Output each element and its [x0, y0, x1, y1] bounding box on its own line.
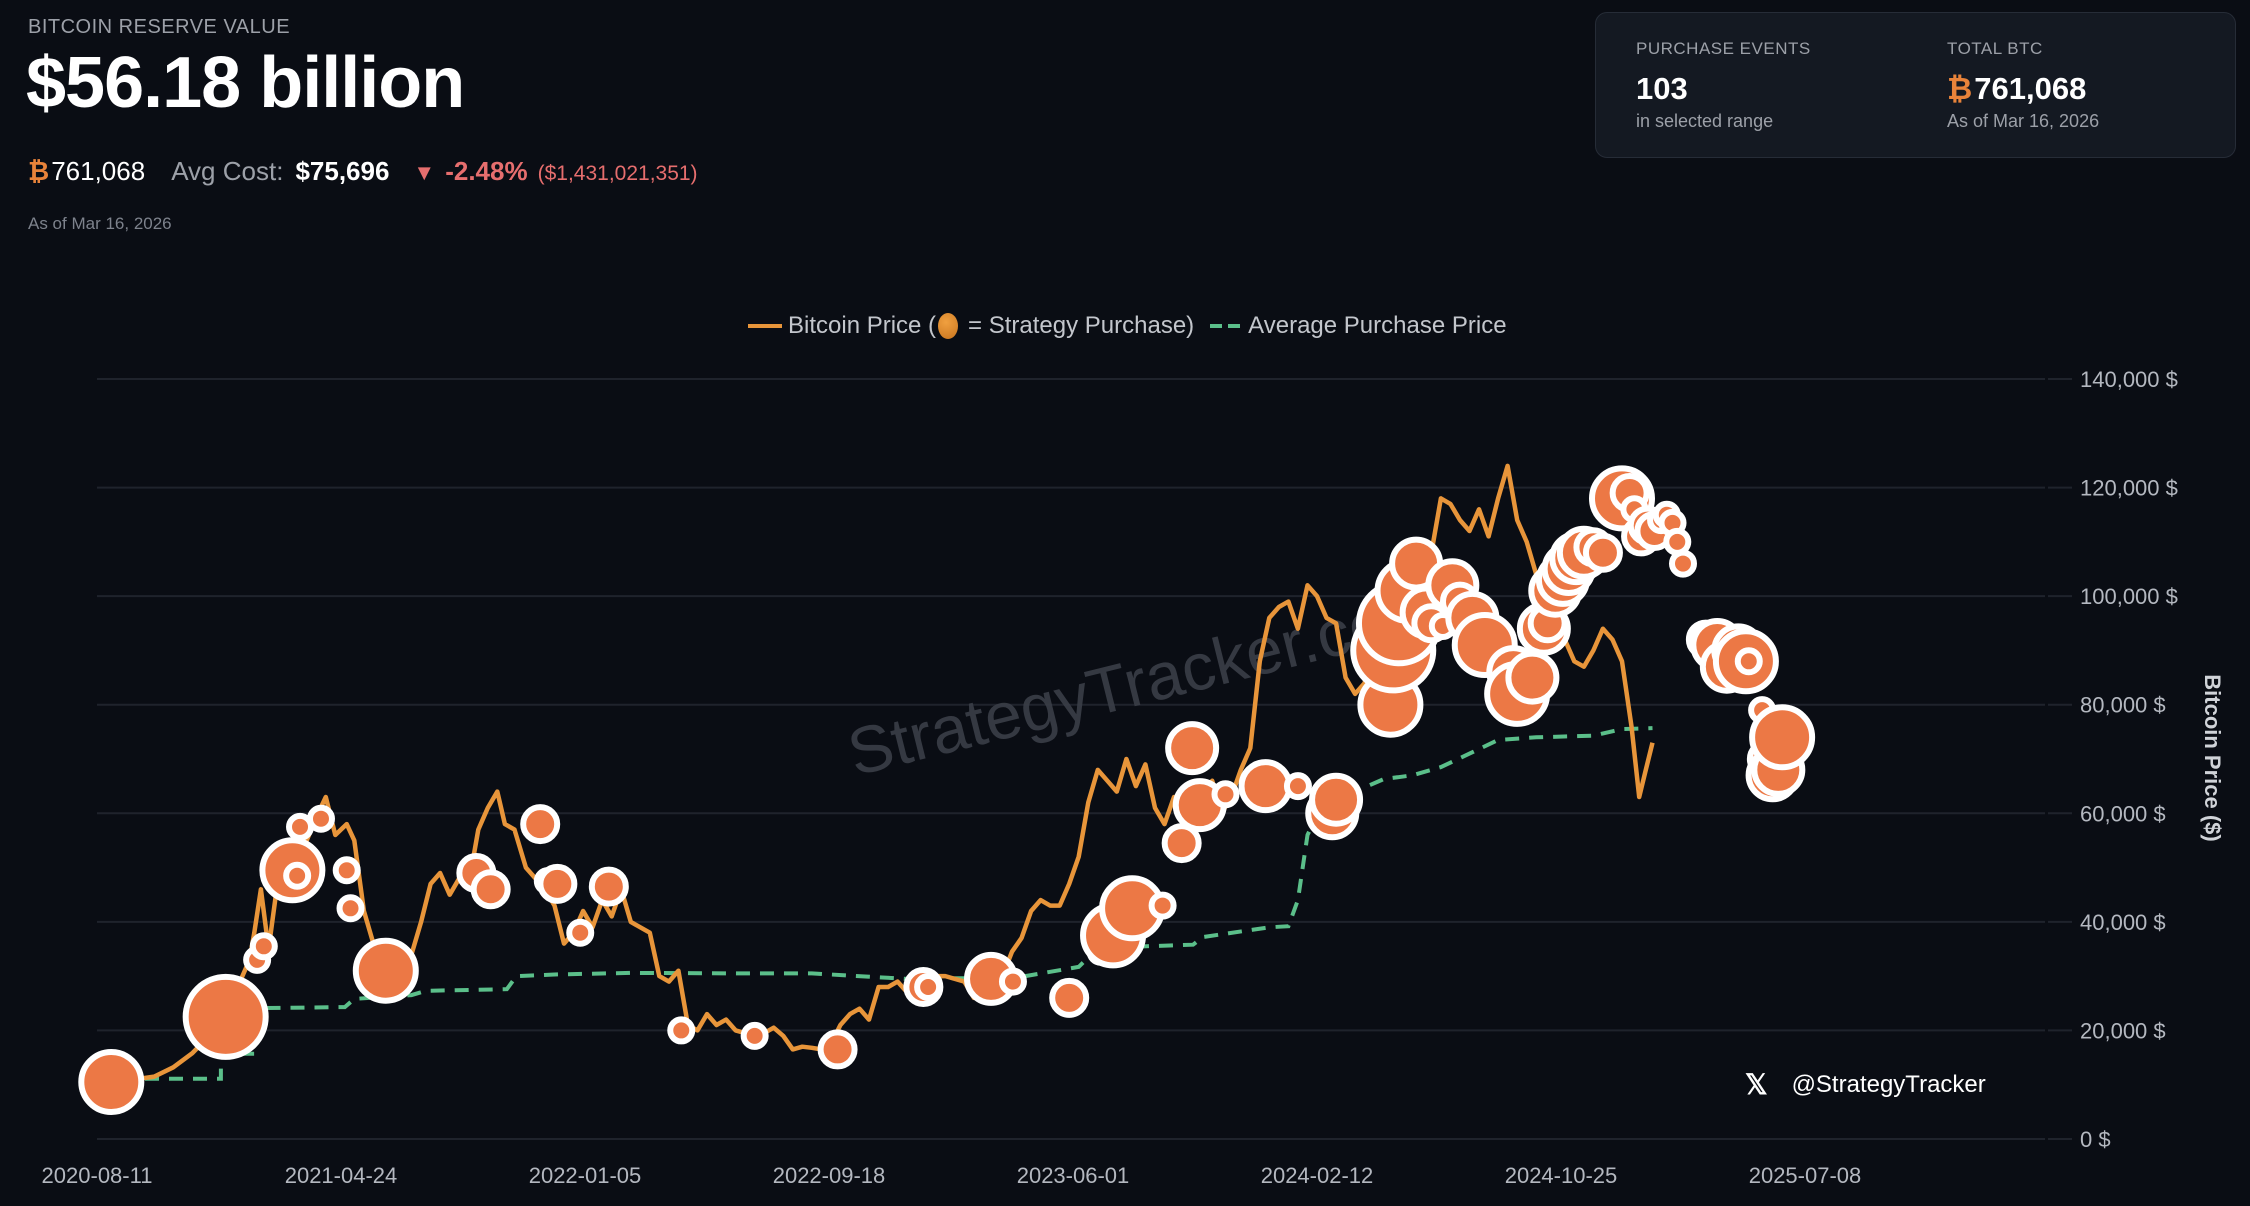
x-tick-label: 2024-10-25 — [1505, 1163, 1618, 1188]
watermark: StrategyTracker.com — [840, 571, 1446, 790]
x-logo-icon: 𝕏 — [1745, 1069, 1768, 1100]
bitcoin-symbol-icon: ₿ — [1947, 71, 1973, 106]
purchase-bubble[interactable] — [1582, 532, 1623, 573]
total-btc-sub: As of Mar 16, 2026 — [1947, 111, 2100, 131]
purchase-bubble[interactable] — [1238, 759, 1293, 814]
reserve-value-label: BITCOIN RESERVE VALUE — [28, 16, 291, 38]
purchase-bubble[interactable] — [352, 937, 419, 1004]
y-tick-label: 80,000 $ — [2080, 693, 2166, 718]
summary-card: PURCHASE EVENTS 103 in selected range TO… — [1595, 12, 2236, 158]
purchase-bubble[interactable] — [78, 1049, 145, 1115]
y-tick-label: 100,000 $ — [2080, 584, 2178, 609]
x-axis-ticks: 2020-08-11 2021-04-24 2022-01-05 2022-09-18… — [42, 1163, 1862, 1188]
grid-lines — [97, 378, 2072, 1140]
change-amount: ($1,431,021,351) — [537, 162, 698, 185]
purchase-bubble[interactable] — [1669, 549, 1697, 578]
x-tick-label: 2024-02-12 — [1261, 1163, 1374, 1188]
y-tick-label: 40,000 $ — [2080, 910, 2166, 935]
total-btc-stat: TOTAL BTC ₿761,068 As of Mar 16, 2026 — [1947, 39, 2099, 132]
total-btc-value: 761,068 — [1974, 71, 2087, 106]
avg-cost-label: Avg Cost: — [171, 156, 284, 186]
purchase-bubble[interactable] — [1749, 704, 1816, 771]
y-tick-label: 120,000 $ — [2080, 476, 2178, 501]
purchase-events-stat: PURCHASE EVENTS 103 in selected range — [1636, 39, 1811, 132]
purchase-bubble[interactable] — [1165, 721, 1220, 776]
purchase-bubble[interactable] — [470, 869, 511, 910]
down-triangle-icon: ▼ — [413, 160, 436, 185]
legend-price-label-a: Bitcoin Price ( — [788, 312, 937, 339]
x-tick-label: 2022-09-18 — [773, 1163, 886, 1188]
chart-legend: Bitcoin Price ( = Strategy Purchase) Ave… — [748, 312, 1507, 340]
x-tick-label: 2025-07-08 — [1749, 1163, 1862, 1188]
change-percent: -2.48% — [445, 156, 528, 186]
y-tick-label: 20,000 $ — [2080, 1018, 2166, 1043]
purchase-bubble[interactable] — [283, 861, 312, 890]
total-btc-label: TOTAL BTC — [1947, 39, 2043, 58]
purchase-bubble[interactable] — [1734, 647, 1763, 676]
avg-line-swatch-icon — [1210, 324, 1241, 328]
avg-cost-value: $75,696 — [295, 156, 390, 186]
btc-holdings: 761,068 — [51, 156, 146, 186]
reserve-value: $56.18 billion — [26, 43, 465, 123]
purchase-bubble[interactable] — [1148, 891, 1177, 920]
purchase-bubble[interactable] — [249, 932, 278, 961]
purchase-bubble[interactable] — [537, 863, 578, 904]
purchase-bubble[interactable] — [1211, 780, 1240, 809]
purchase-bubble[interactable] — [306, 804, 335, 833]
purchase-bubble[interactable] — [914, 973, 943, 1001]
purchase-bubble[interactable] — [566, 918, 595, 947]
bitcoin-symbol-icon: ₿ — [28, 156, 50, 186]
x-tick-label: 2021-04-24 — [285, 1163, 398, 1188]
purchase-bubble[interactable] — [1505, 650, 1560, 705]
y-axis-title: Bitcoin Price ($) — [2200, 674, 2225, 841]
y-tick-label: 60,000 $ — [2080, 801, 2166, 826]
purchase-bubble[interactable] — [332, 856, 361, 885]
purchase-events-label: PURCHASE EVENTS — [1636, 39, 1811, 58]
stats-row: ₿ 761,068 Avg Cost: $75,696 ▼ -2.48% ($1… — [28, 156, 698, 187]
purchase-bubble[interactable] — [1283, 772, 1312, 801]
y-tick-label: 140,000 $ — [2080, 367, 2178, 392]
x-tick-label: 2023-06-01 — [1017, 1163, 1130, 1188]
x-tick-label: 2020-08-11 — [42, 1163, 153, 1188]
purchase-bubble[interactable] — [1309, 772, 1364, 827]
purchase-bubble[interactable] — [1663, 527, 1692, 556]
purchase-events-value: 103 — [1636, 71, 1688, 106]
price-line-swatch-icon — [748, 324, 782, 328]
purchase-bubble[interactable] — [1049, 977, 1090, 1018]
purchase-bubble[interactable] — [182, 973, 269, 1060]
purchase-bubble[interactable] — [588, 866, 629, 907]
legend-avg-label: Average Purchase Price — [1248, 312, 1507, 339]
handle-text: @StrategyTracker — [1791, 1070, 1986, 1098]
purchase-bubbles — [78, 465, 1816, 1115]
purchase-bubble[interactable] — [667, 1016, 696, 1045]
y-axis-ticks: 0 $ 20,000 $ 40,000 $ 60,000 $ 80,000 $ 100,0… — [2080, 367, 2178, 1152]
purchase-bubble[interactable] — [740, 1021, 769, 1050]
purchase-bubble[interactable] — [1161, 823, 1202, 864]
purchase-bubble[interactable] — [998, 967, 1027, 996]
purchase-bubble[interactable] — [817, 1029, 858, 1070]
y-tick-label: 0 $ — [2080, 1127, 2111, 1152]
purchase-bubble[interactable] — [520, 804, 561, 845]
total-btc-value-row: ₿761,068 — [1947, 71, 2099, 107]
x-tick-label: 2022-01-05 — [529, 1163, 642, 1188]
coin-icon — [938, 313, 959, 339]
social-handle[interactable]: 𝕏 @StrategyTracker — [1745, 1068, 1986, 1101]
purchase-bubble[interactable] — [336, 894, 365, 923]
as-of-date: As of Mar 16, 2026 — [28, 214, 172, 233]
purchase-events-sub: in selected range — [1636, 111, 1774, 131]
legend-price-label-b: = Strategy Purchase) — [968, 312, 1195, 339]
